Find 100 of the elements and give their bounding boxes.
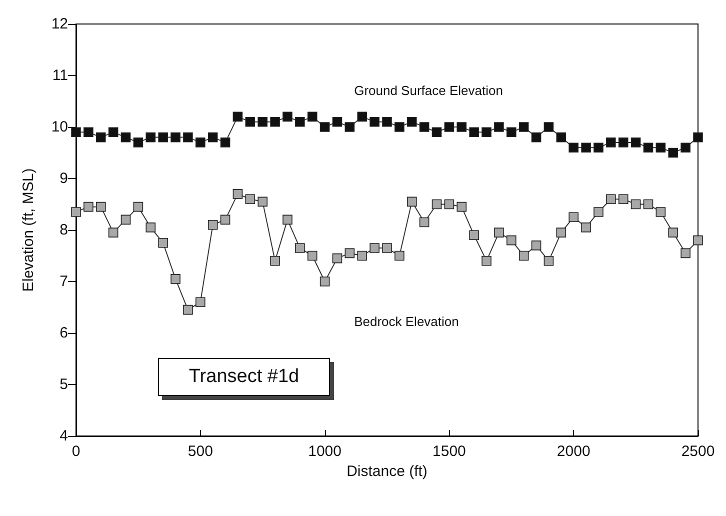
x-tick-label: 1000 — [308, 443, 342, 460]
point — [406, 196, 417, 207]
point — [594, 142, 604, 152]
point — [170, 274, 180, 284]
point — [506, 127, 516, 138]
point — [693, 132, 703, 142]
point — [120, 214, 131, 225]
x-axis-title: Distance (ft) — [346, 463, 428, 480]
y-tick-label: 5 — [60, 376, 68, 393]
point — [581, 222, 591, 232]
x-tick-label: 1500 — [432, 443, 466, 460]
point — [71, 207, 81, 217]
point — [656, 207, 666, 217]
point — [469, 230, 479, 240]
point — [531, 132, 542, 142]
y-tick-label: 10 — [51, 118, 68, 136]
point — [320, 122, 330, 132]
point — [208, 132, 218, 142]
y-tick-label: 4 — [60, 428, 68, 444]
point — [370, 116, 380, 127]
point — [656, 142, 666, 152]
point — [494, 228, 504, 238]
x-tick-label: 2000 — [556, 443, 590, 460]
point — [183, 304, 193, 315]
point — [245, 194, 256, 204]
point — [258, 116, 268, 127]
point — [196, 138, 206, 148]
point — [556, 132, 566, 142]
point — [208, 220, 218, 230]
point — [618, 194, 628, 204]
point — [556, 228, 566, 238]
point — [482, 127, 492, 138]
point — [444, 122, 454, 132]
point — [307, 112, 318, 122]
point — [643, 199, 654, 210]
point — [581, 142, 591, 152]
y-tick-label: 7 — [60, 273, 68, 290]
point — [643, 142, 654, 152]
point — [232, 112, 243, 122]
point — [146, 132, 156, 142]
point — [394, 250, 404, 261]
point — [506, 235, 516, 246]
y-tick-label: 6 — [60, 324, 68, 342]
point — [120, 132, 131, 142]
point — [196, 297, 206, 307]
point — [518, 250, 529, 261]
point — [270, 116, 280, 127]
point — [133, 138, 144, 148]
point — [630, 138, 641, 148]
point — [84, 202, 94, 212]
point — [568, 212, 578, 222]
point — [158, 238, 168, 248]
point — [344, 122, 355, 132]
point — [84, 127, 94, 138]
point — [469, 127, 479, 138]
point — [618, 138, 628, 148]
point — [419, 217, 430, 228]
point — [295, 116, 305, 127]
point — [432, 199, 442, 210]
point — [456, 202, 467, 212]
point — [332, 253, 342, 264]
point — [630, 199, 641, 210]
point — [357, 112, 368, 122]
y-tick-label: 9 — [60, 170, 68, 187]
point — [220, 214, 230, 225]
point — [444, 199, 454, 210]
point — [357, 250, 368, 261]
y-tick-label: 12 — [51, 16, 68, 32]
point — [282, 112, 292, 122]
point — [494, 122, 504, 132]
point — [320, 276, 330, 286]
point — [668, 148, 678, 158]
point — [133, 202, 144, 212]
point — [693, 235, 703, 246]
point — [482, 256, 492, 266]
x-tick-label: 0 — [72, 443, 80, 460]
point — [270, 256, 280, 266]
point — [258, 196, 268, 207]
y-tick-label: 8 — [60, 222, 68, 238]
point — [456, 122, 467, 132]
point — [568, 142, 578, 152]
point — [344, 248, 355, 258]
point — [158, 132, 168, 142]
point — [170, 132, 180, 142]
point — [96, 132, 106, 142]
x-tick-label: 2500 — [681, 443, 715, 460]
point — [432, 127, 442, 138]
series-label: Ground Surface Elevation — [354, 83, 503, 98]
point — [531, 240, 542, 250]
point — [544, 256, 554, 266]
point — [245, 116, 256, 127]
point — [332, 116, 342, 127]
point — [108, 127, 118, 138]
y-tick-label: 11 — [52, 67, 68, 84]
point — [544, 122, 554, 132]
text: Bedrock Elevation — [354, 314, 459, 330]
point — [146, 222, 156, 232]
point — [606, 138, 616, 148]
point — [232, 189, 243, 199]
y-axis-title: Elevation (ft, MSL) — [20, 168, 37, 292]
